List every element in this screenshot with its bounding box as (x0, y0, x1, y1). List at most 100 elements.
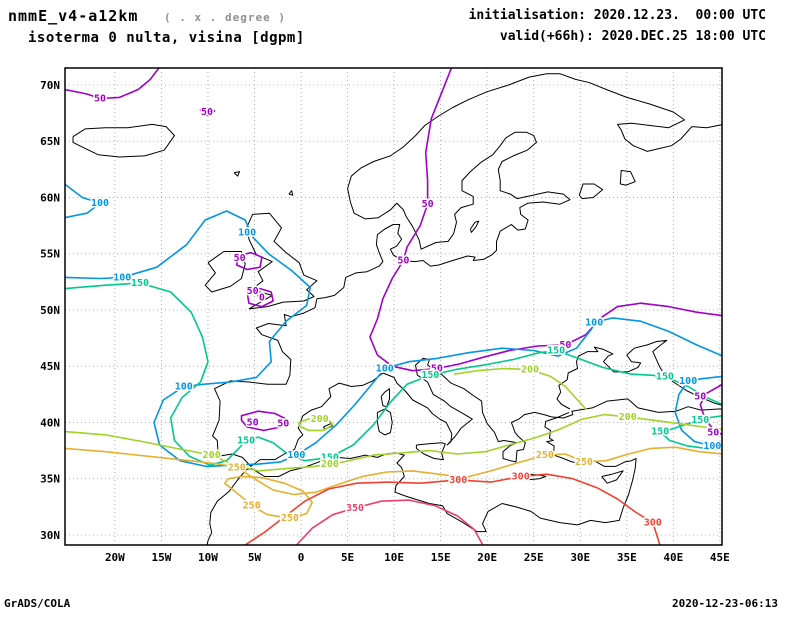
contour-label-50: 50 (277, 419, 289, 430)
contour-label-50: 50 (422, 199, 434, 210)
contour-label-50: 50 (201, 107, 213, 118)
coast-gotland (469, 220, 480, 233)
contour-line-300 (243, 473, 661, 545)
contour-label-50: 50 (234, 253, 246, 264)
contour-line-250 (65, 446, 722, 496)
contour-label-300: 300 (644, 518, 662, 529)
header-right: initialisation: 2020.12.23. 00:00 UTC va… (469, 6, 766, 48)
contour-label-250: 250 (228, 463, 246, 474)
contour-label-50: 50 (247, 286, 259, 297)
contour-line-150 (65, 282, 722, 467)
contour-line-100 (65, 210, 722, 468)
contour-label-100: 100 (703, 441, 721, 452)
contour-label-50: 50 (247, 418, 259, 429)
title-line: nmmE_v4-a12km ( . x . degree ) (8, 6, 305, 25)
contour-label-250: 250 (536, 450, 554, 461)
header-left: nmmE_v4-a12km ( . x . degree ) isoterma … (8, 6, 305, 46)
contour-label-50: 50 (707, 428, 719, 439)
contour-label-50: 50 (694, 392, 706, 403)
contour-label-100: 100 (91, 198, 109, 209)
coast-lake-onega (619, 170, 636, 186)
contour-line-50 (369, 68, 722, 372)
coast-crete (519, 473, 547, 481)
contour-label-300: 300 (449, 475, 467, 486)
contour-label-100: 100 (113, 272, 131, 283)
lon-tick-label: 25E (524, 551, 544, 564)
contour-line-50 (246, 287, 274, 308)
contour-label-250: 250 (243, 501, 261, 512)
coast-faroe (233, 171, 241, 177)
contour-label-350: 350 (346, 503, 364, 514)
lat-tick-label: 60N (40, 191, 60, 204)
coast-iceland (72, 123, 175, 158)
lon-tick-label: 5E (341, 551, 354, 564)
contour-label-150: 150 (651, 427, 669, 438)
contour-line-150 (659, 414, 722, 451)
contour-label-150: 150 (691, 415, 709, 426)
lon-tick-label: 20E (477, 551, 497, 564)
contour-label-100: 100 (175, 382, 193, 393)
coast-scandinavia-baltic (316, 73, 722, 300)
contour-label-150: 150 (421, 370, 439, 381)
contour-layer (65, 68, 722, 545)
lat-tick-label: 45N (40, 360, 60, 373)
contour-label-100: 100 (679, 376, 697, 387)
lat-tick-label: 50N (40, 304, 60, 317)
lat-tick-label: 40N (40, 416, 60, 429)
contour-line-50 (199, 106, 216, 117)
contour-label-50: 50 (559, 340, 571, 351)
lat-tick-label: 55N (40, 248, 60, 261)
contour-label-150: 150 (237, 436, 255, 447)
map-frame (64, 67, 723, 546)
coast-corsica (380, 388, 390, 408)
contour-label-150: 150 (656, 371, 674, 382)
plot-subtitle: isoterma 0 nulta, visina [dgpm] (28, 30, 305, 46)
contour-line-350 (295, 499, 484, 545)
contour-label-250: 250 (281, 513, 299, 524)
lon-tick-label: 35E (617, 551, 637, 564)
lon-tick-label: 10E (384, 551, 404, 564)
coast-cyprus (601, 470, 624, 484)
contour-line-200 (65, 413, 722, 472)
contour-line-250 (223, 475, 314, 519)
grads-credit: GrADS/COLA (4, 597, 71, 610)
contour-label-300: 300 (512, 472, 530, 483)
coast-shetland (288, 190, 294, 196)
lat-tick-label: 65N (40, 135, 60, 148)
lon-tick-label: 5W (248, 551, 262, 564)
lon-tick-label: 30E (570, 551, 590, 564)
contour-label-150: 150 (131, 278, 149, 289)
contour-label-200: 200 (321, 459, 339, 470)
lat-tick-label: 35N (40, 473, 60, 486)
contour-label-200: 200 (521, 365, 539, 376)
lon-tick-label: 45E (710, 551, 730, 564)
contour-label-100: 100 (287, 450, 305, 461)
lon-tick-label: 10W (198, 551, 218, 564)
contour-label-100: 100 (376, 364, 394, 375)
lon-tick-label: 15E (431, 551, 451, 564)
coast-great-britain (246, 212, 318, 310)
init-time: initialisation: 2020.12.23. 00:00 UTC (468, 8, 766, 23)
lon-tick-label: 15W (151, 551, 171, 564)
contour-line-0 (257, 293, 267, 301)
contour-label-50: 50 (431, 364, 443, 375)
coast-west-south-europe (212, 298, 722, 467)
lon-tick-label: 40E (663, 551, 683, 564)
contour-line-50 (65, 68, 160, 100)
coastline-layer (72, 73, 722, 545)
creation-timestamp: 2020-12-23-06:13 (672, 597, 778, 610)
contour-label-50: 50 (94, 94, 106, 105)
coast-sardinia (376, 408, 393, 436)
coast-ireland (204, 251, 246, 293)
model-name: nmmE_v4-a12km (8, 7, 139, 25)
contour-line-100 (674, 375, 722, 447)
coast-balearics (323, 423, 334, 430)
contour-label-200: 200 (203, 450, 221, 461)
contour-label-100: 100 (585, 317, 603, 328)
contour-line-200 (298, 416, 334, 432)
coast-lake-ladoga (578, 183, 604, 200)
